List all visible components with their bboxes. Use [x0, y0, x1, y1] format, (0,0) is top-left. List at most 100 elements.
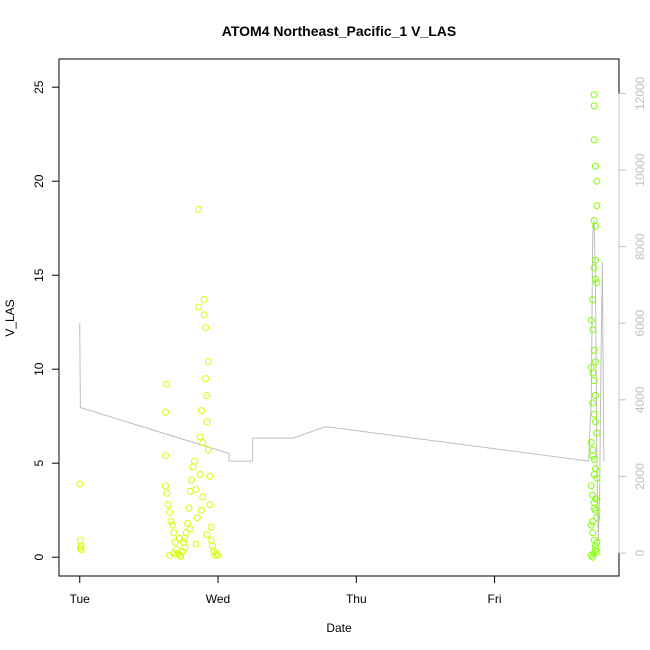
data-point [214, 551, 222, 559]
data-point [166, 508, 174, 516]
data-point [592, 546, 599, 554]
data-point [199, 439, 207, 446]
data-point [164, 501, 172, 509]
data-point [587, 439, 595, 446]
data-point [163, 380, 171, 388]
data-point [195, 303, 203, 311]
data-point [196, 471, 204, 478]
data-point [590, 377, 598, 384]
data-point [188, 476, 196, 484]
data-point [197, 407, 205, 415]
data-point [589, 296, 597, 304]
y2-tick-label: 0 [633, 549, 647, 556]
data-point [589, 399, 597, 407]
data-point [207, 536, 215, 544]
data-point [587, 521, 595, 529]
y2-tick-label: 12000 [633, 76, 647, 110]
data-point [168, 521, 176, 529]
data-point [592, 162, 599, 170]
chart-title: ATOM4 Northeast_Pacific_1 V_LAS [222, 23, 456, 39]
data-point [206, 472, 214, 480]
data-point [189, 463, 197, 471]
y-tick-label: 25 [32, 80, 46, 94]
y2-axis: 0 2000 4000 6000 8000 10000 12000 [618, 76, 647, 556]
data-point [590, 549, 598, 557]
data-point [206, 501, 214, 509]
y-axis: 0 5 10 15 20 25 [32, 80, 60, 561]
x-tick-label: Tue [70, 592, 91, 606]
data-point [203, 531, 211, 539]
data-point [170, 529, 178, 537]
data-point [592, 506, 599, 514]
y-tick-label: 20 [32, 174, 46, 188]
data-point [199, 493, 207, 501]
data-point [590, 455, 598, 463]
data-point [192, 486, 200, 493]
y2-tick-label: 6000 [633, 310, 647, 337]
data-point [175, 534, 183, 542]
data-point [592, 392, 599, 399]
data-point [587, 482, 595, 490]
data-point [202, 375, 210, 383]
data-point [196, 433, 204, 441]
data-point [592, 256, 599, 264]
data-point [171, 538, 179, 546]
data-point [166, 551, 174, 559]
data-point [204, 358, 212, 366]
data-point [203, 418, 211, 426]
data-point [202, 324, 210, 332]
data-point [592, 418, 599, 426]
data-point [589, 553, 597, 561]
data-point [163, 489, 171, 497]
line-series-layer [79, 219, 605, 542]
data-point [192, 540, 200, 548]
data-point [589, 369, 597, 377]
points-layer [76, 91, 601, 561]
data-point [590, 410, 598, 418]
data-point [590, 136, 598, 144]
data-point [592, 495, 599, 503]
data-point [592, 465, 599, 473]
y-tick-label: 5 [32, 460, 46, 467]
data-point [587, 316, 595, 324]
data-point [593, 202, 601, 210]
data-point [592, 222, 599, 230]
data-point [593, 514, 601, 522]
data-point [76, 480, 84, 488]
data-point [200, 296, 208, 304]
data-point [76, 544, 84, 552]
data-point [213, 549, 221, 557]
data-point [181, 544, 189, 552]
x-axis-label: Date [326, 621, 352, 635]
data-point [590, 504, 598, 512]
data-point [592, 275, 599, 283]
data-point [162, 452, 169, 460]
data-point [593, 538, 601, 546]
data-point [76, 536, 84, 544]
data-point [592, 358, 599, 366]
data-point [593, 279, 601, 287]
data-point [589, 452, 597, 460]
data-point [162, 408, 169, 416]
y-axis-label: V_LAS [3, 299, 17, 336]
data-point [209, 542, 216, 550]
data-point [589, 518, 597, 525]
data-point [590, 264, 598, 272]
data-point [203, 392, 211, 399]
data-point [167, 518, 175, 525]
data-point [589, 446, 597, 454]
x-axis: Tue Wed Thu Fri [70, 575, 502, 606]
plot-frame [58, 58, 620, 577]
data-point [589, 529, 597, 537]
data-point [191, 457, 198, 465]
data-point [185, 504, 193, 512]
data-point [200, 311, 208, 319]
y2-tick-label: 2000 [633, 463, 647, 490]
data-point [590, 471, 598, 478]
y-tick-label: 0 [32, 554, 46, 561]
data-point [593, 177, 601, 185]
line-series-path [79, 219, 605, 542]
data-point [211, 551, 219, 559]
y-tick-label: 10 [32, 362, 46, 376]
